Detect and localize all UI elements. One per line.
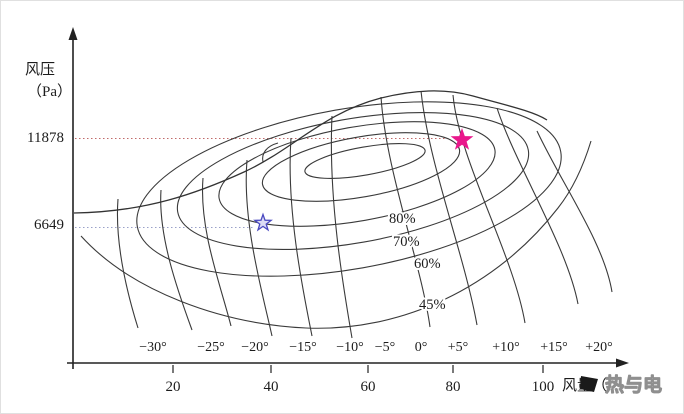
blade-angle-curves [116,90,613,339]
x-tick-label-1: 20 [166,379,181,395]
x-tick-label-3: 60 [361,379,376,395]
angle-label-pos-15: +15° [540,340,568,355]
efficiency-contour-60 [136,101,562,277]
y-reference-label-1: 11878 [27,130,64,146]
angle-label-neg-30: −30° [139,340,167,355]
angle-label-neg-20: −20° [241,340,269,355]
contour-tail [262,142,279,163]
efficiency-label-60: 60% [414,256,441,272]
high-load-star-marker [450,128,474,150]
efficiency-label-45: 45% [419,297,446,313]
angle-label-pos-20: +20° [585,340,613,355]
y-reference-label-2: 6649 [34,217,64,233]
angle-label-neg-10: −10° [336,340,364,355]
x-axis-arrow [616,358,629,368]
efficiency-contour-80 [218,121,496,227]
x-tick-label-5: 100 [532,379,555,395]
blade-curve-pos-10 [452,94,526,324]
blade-curve-neg-20 [201,177,232,327]
blade-angle-labels: −30° −25° −20° −15° −10° −5° 0° +5° +10°… [137,338,615,357]
efficiency-contours [80,101,592,329]
angle-label-neg-25: −25° [197,340,225,355]
x-tick-label-4: 80 [446,379,461,395]
angle-label-0: 0° [415,340,428,355]
efficiency-labels: 80% 70% 60% 45% [387,209,448,315]
blade-curve-neg-25 [160,189,193,331]
y-axis-unit: （Pa） [27,83,72,100]
blade-curve-pos-5 [420,90,478,326]
efficiency-contour-inner-2 [261,132,461,202]
blade-curve-neg-15 [245,159,273,337]
angle-label-pos-5: +5° [448,340,469,355]
efficiency-contour-inner-1 [304,143,426,179]
angle-label-neg-5: −5° [375,340,396,355]
blade-curve-neg-30 [116,198,139,329]
angle-label-neg-15: −15° [289,340,317,355]
watermark-logo-icon [580,376,598,392]
blade-curve-neg-10 [289,137,313,337]
y-axis-arrow [68,27,78,40]
efficiency-label-80: 80% [389,211,416,227]
y-axis-title: 风压 [25,61,55,78]
watermark-text: 热与电 [605,373,662,396]
low-load-star-marker [253,212,273,232]
envelope-curve [73,90,548,214]
blade-curve-neg-5 [330,115,353,339]
x-axis-ticks [172,365,544,373]
efficiency-contour-70 [176,112,530,250]
blade-curve-pos-15 [496,107,579,305]
blade-curve-pos-20 [536,130,613,293]
efficiency-contour-45 [80,140,592,329]
blade-curve-0 [380,96,431,328]
angle-label-pos-10: +10° [492,340,520,355]
efficiency-label-70: 70% [393,234,420,250]
x-tick-label-2: 40 [264,379,279,395]
